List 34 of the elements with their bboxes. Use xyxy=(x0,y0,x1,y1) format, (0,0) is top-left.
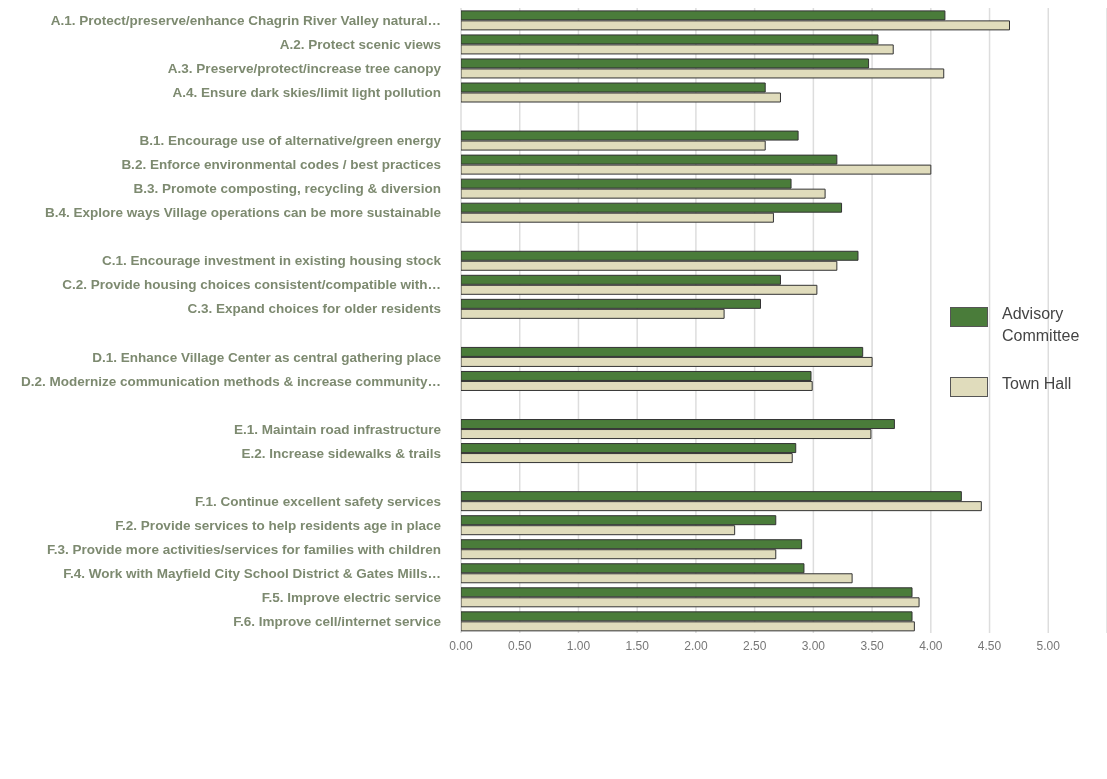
y-tick-label: F.3. Provide more activities/services for families with children xyxy=(47,541,441,557)
y-tick-label: A.1. Protect/preserve/enhance Chagrin River Valley natural… xyxy=(50,13,441,29)
y-tick-label: D.2. Modernize communication methods & increase community… xyxy=(20,373,441,389)
x-tick-label: 4.00 xyxy=(919,638,943,653)
y-tick-label: A.2. Protect scenic views xyxy=(279,37,441,53)
y-tick-label: C.1. Encourage investment in existing housing stock xyxy=(101,253,442,269)
x-tick-label: 5.00 xyxy=(1036,638,1061,653)
y-tick-label: F.4. Work with Mayfield City School District & Gates Mills… xyxy=(63,565,441,581)
legend-label: Advisory Committee xyxy=(1002,304,1081,346)
y-tick-label: A.3. Preserve/protect/increase tree canopy xyxy=(167,61,442,77)
y-tick-label: B.2. Enforce environmental codes / best practices xyxy=(121,157,441,173)
x-tick-label: 1.00 xyxy=(566,638,591,653)
y-tick-label: F.5. Improve electric service xyxy=(261,589,442,605)
x-tick-label: 0.50 xyxy=(508,638,532,653)
y-tick-label: A.4. Ensure dark skies/limit light pollution xyxy=(172,85,441,101)
x-tick-label: 3.00 xyxy=(801,638,826,653)
x-tick-label: 1.50 xyxy=(625,638,650,653)
x-tick-label: 2.50 xyxy=(742,638,767,653)
y-tick-label: B.3. Promote composting, recycling & diversion xyxy=(133,181,441,197)
y-tick-label: C.2. Provide housing choices consistent/compatible with… xyxy=(62,277,441,293)
x-tick-label: 4.50 xyxy=(977,638,1002,653)
y-tick-label: D.1. Enhance Village Center as central gathering place xyxy=(92,349,442,365)
y-tick-label: B.4. Explore ways Village operations can be more sustainable xyxy=(45,205,442,221)
y-tick-label: B.1. Encourage use of alternative/green energy xyxy=(139,133,442,149)
x-tick-label: 2.00 xyxy=(684,638,708,653)
y-tick-label: E.2. Increase sidewalks & trails xyxy=(241,445,441,461)
y-tick-label: F.1. Continue excellent safety services xyxy=(194,493,441,509)
x-tick-label: 0.00 xyxy=(449,638,473,653)
x-tick-label: 3.50 xyxy=(860,638,885,653)
y-tick-label: E.1. Maintain road infrastructure xyxy=(233,421,442,437)
legend-label: Town Hall xyxy=(1002,374,1073,394)
y-tick-label: F.2. Provide services to help residents age in place xyxy=(115,517,442,533)
y-tick-label: F.6. Improve cell/internet service xyxy=(233,613,442,629)
y-tick-label: C.3. Expand choices for older residents xyxy=(187,301,441,317)
